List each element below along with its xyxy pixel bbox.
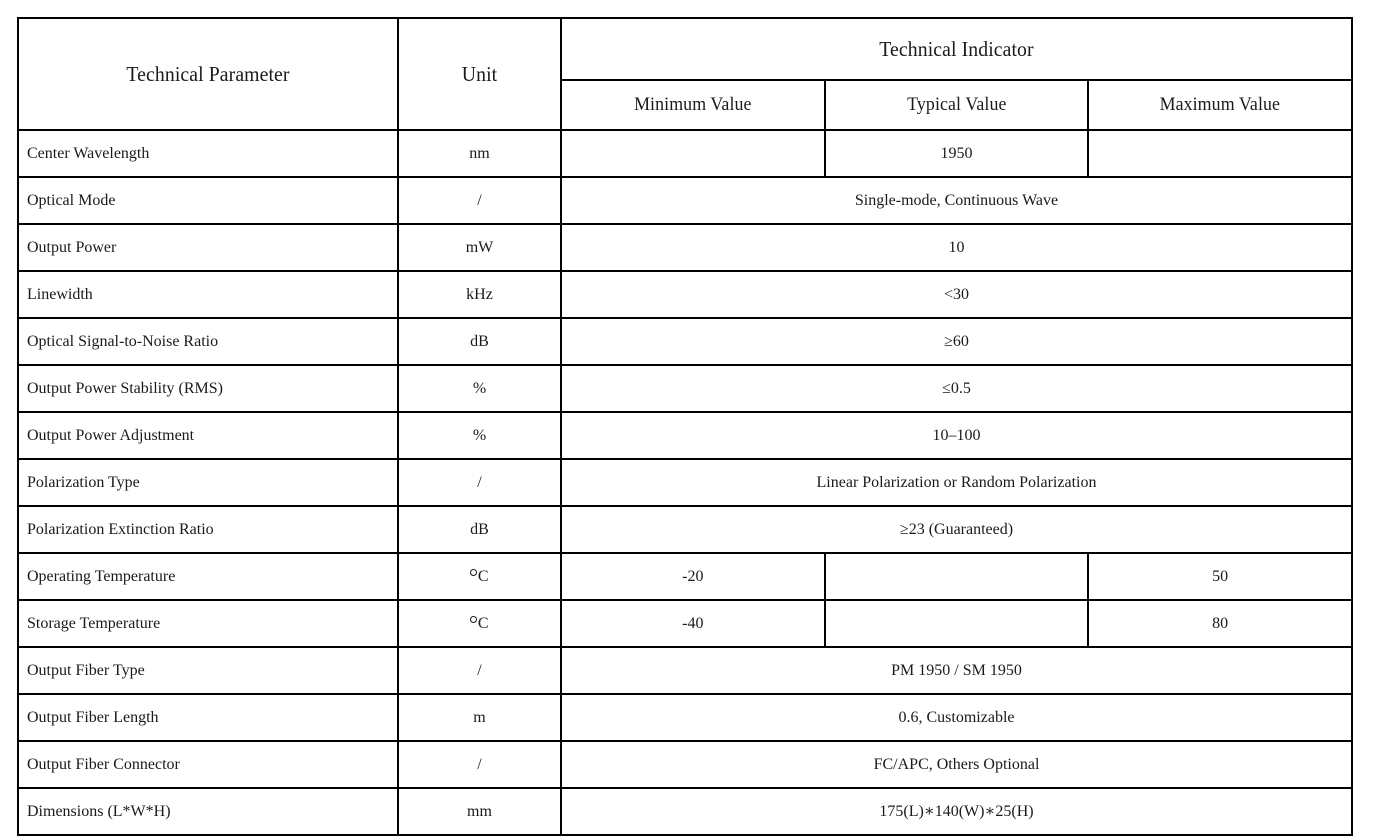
table-row: Polarization Extinction Ratio dB ≥23 (Guar… — [17, 505, 1353, 554]
cell-indicator-value: Single-mode, Continuous Wave — [560, 176, 1353, 225]
cell-indicator-value: 10 — [560, 223, 1353, 272]
table-row: Storage Temperature C -40 80 — [17, 599, 1353, 648]
cell-indicator-value: FC/APC, Others Optional — [560, 740, 1353, 789]
cell-indicator-value: ≥60 — [560, 317, 1353, 366]
cell-technical-parameter: Output Fiber Connector — [17, 740, 399, 789]
cell-technical-parameter: Output Power — [17, 223, 399, 272]
cell-unit: % — [397, 411, 562, 460]
cell-typical-value-empty — [823, 599, 1090, 648]
cell-unit: mm — [397, 787, 562, 836]
unit-letter: C — [477, 614, 489, 632]
table-row: Output Fiber Length m 0.6, Customizable — [17, 693, 1353, 742]
cell-indicator-value: 175(L)∗140(W)∗25(H) — [560, 787, 1353, 836]
table-row: Optical Signal-to-Noise Ratio dB ≥60 — [17, 317, 1353, 366]
cell-indicator-value: PM 1950 / SM 1950 — [560, 646, 1353, 695]
cell-minimum-value-empty — [560, 129, 826, 178]
cell-technical-parameter: Output Fiber Length — [17, 693, 399, 742]
cell-minimum-value: -20 — [560, 552, 826, 601]
cell-technical-parameter: Storage Temperature — [17, 599, 399, 648]
cell-technical-parameter: Output Fiber Type — [17, 646, 399, 695]
cell-unit: C — [397, 552, 562, 601]
cell-maximum-value: 80 — [1087, 599, 1353, 648]
cell-unit: m — [397, 693, 562, 742]
table-row: Output Power mW 10 — [17, 223, 1353, 272]
table-row: Center Wavelength nm 1950 — [17, 129, 1353, 178]
column-header-maximum-value: Maximum Value — [1095, 79, 1346, 131]
table-row: Linewidth kHz <30 — [17, 270, 1353, 319]
cell-unit: dB — [397, 317, 562, 366]
table-row: Output Power Stability (RMS)% ≤0.5 — [17, 364, 1353, 413]
cell-maximum-value-empty — [1087, 129, 1353, 178]
table-header: Technical Parameter Unit Technical Indic… — [18, 17, 1352, 131]
column-header-typical-value: Typical Value — [831, 79, 1082, 131]
cell-maximum-value: 50 — [1087, 552, 1353, 601]
cell-technical-parameter: Operating Temperature — [17, 552, 399, 601]
cell-technical-parameter: Polarization Extinction Ratio — [17, 505, 399, 554]
cell-indicator-value: ≤0.5 — [560, 364, 1353, 413]
cell-indicator-value: 0.6, Customizable — [560, 693, 1353, 742]
cell-unit: / — [397, 176, 562, 225]
cell-technical-parameter: Optical Signal-to-Noise Ratio — [17, 317, 399, 366]
cell-unit: dB — [397, 505, 562, 554]
cell-indicator-value: 10–100 — [560, 411, 1353, 460]
cell-unit: kHz — [397, 270, 562, 319]
degree-symbol-icon — [470, 568, 478, 576]
unit-letter: C — [477, 567, 489, 585]
cell-unit: C — [397, 599, 562, 648]
cell-typical-value-empty — [823, 552, 1090, 601]
cell-technical-parameter: Dimensions (L*W*H) — [17, 787, 399, 836]
cell-technical-parameter: Output Power Adjustment — [17, 411, 399, 460]
table-row: Polarization Type / Linear Polarization or… — [17, 458, 1353, 507]
cell-technical-parameter: Output Power Stability (RMS) — [17, 364, 399, 413]
cell-unit: % — [397, 364, 562, 413]
cell-indicator-value: Linear Polarization or Random Polarizati… — [560, 458, 1353, 507]
cell-indicator-value: <30 — [560, 270, 1353, 319]
column-header-technical-parameter: Technical Parameter — [28, 17, 388, 131]
cell-unit: / — [397, 458, 562, 507]
header-row-secondary: Minimum Value Typical Value Maximum Valu… — [18, 79, 1352, 131]
cell-technical-parameter: Optical Mode — [17, 176, 399, 225]
cell-indicator-value: ≥23 (Guaranteed) — [560, 505, 1353, 554]
header-row-primary: Technical Parameter Unit Technical Indic… — [18, 17, 1352, 131]
table-row: Output Fiber Type / PM 1950 / SM 1950 — [17, 646, 1353, 695]
cell-technical-parameter: Linewidth — [17, 270, 399, 319]
cell-unit: / — [397, 740, 562, 789]
column-header-minimum-value: Minimum Value — [567, 79, 818, 131]
cell-technical-parameter: Polarization Type — [17, 458, 399, 507]
table-row: Output Power Adjustment% 10–100 — [17, 411, 1353, 460]
degree-symbol-icon — [470, 615, 478, 623]
table-row: Dimensions (L*W*H) mm 175(L)∗140(W)∗25(H) — [17, 787, 1353, 836]
cell-unit: mW — [397, 223, 562, 272]
cell-unit: nm — [397, 129, 562, 178]
table-row: Optical Mode / Single-mode, Continuous Wav… — [17, 176, 1353, 225]
table-body: Center Wavelength nm 1950 Optical Mode / Sing… — [17, 129, 1353, 836]
cell-technical-parameter: Center Wavelength — [17, 129, 399, 178]
column-header-unit: Unit — [401, 17, 558, 131]
cell-typical-value: 1950 — [823, 129, 1090, 178]
table-row: Output Fiber Connector / FC/APC, Others Op… — [17, 740, 1353, 789]
column-header-technical-indicator: Technical Indicator — [583, 17, 1330, 81]
cell-unit: / — [397, 646, 562, 695]
cell-minimum-value: -40 — [560, 599, 826, 648]
table-row: Operating Temperature C -20 50 — [17, 552, 1353, 601]
technical-specification-table: Technical Parameter Unit Technical Indic… — [17, 17, 1353, 836]
